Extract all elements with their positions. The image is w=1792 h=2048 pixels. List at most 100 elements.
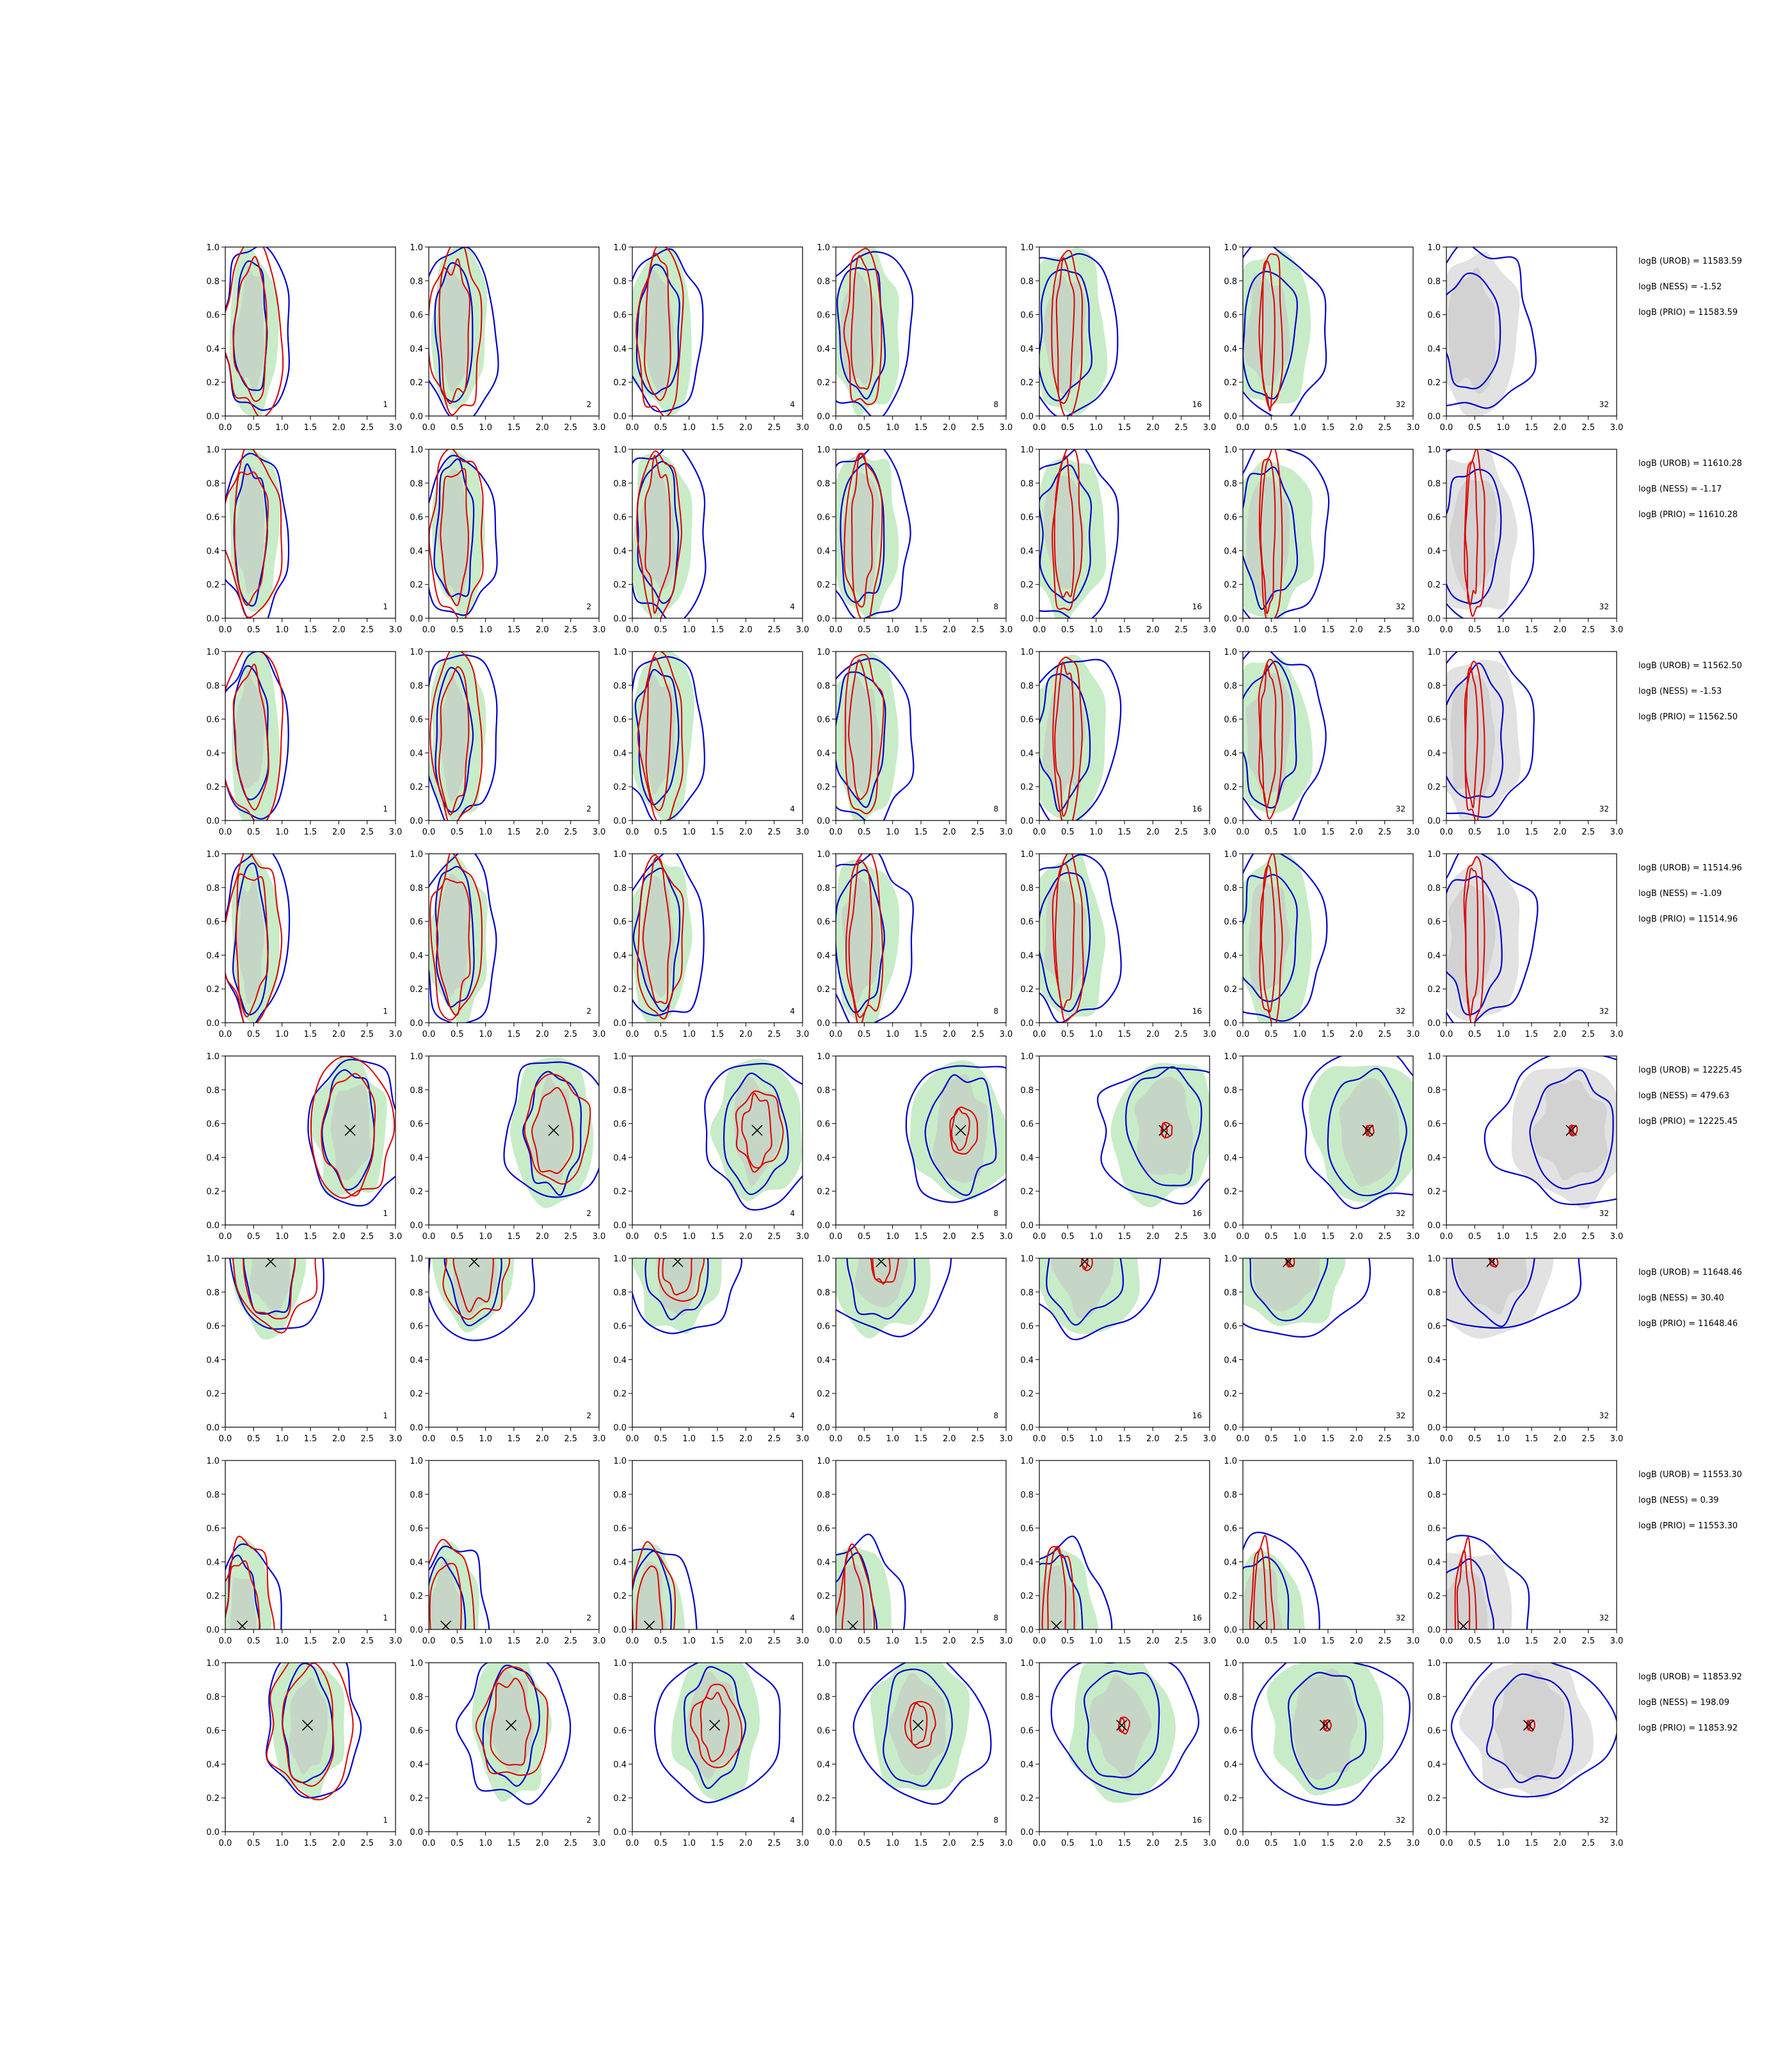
x-tick-label: 0.0 — [1440, 1636, 1453, 1646]
y-tick-label: 0.2 — [1427, 1794, 1441, 1804]
subplot-r3-c5: 0.0 0.5 1.0 1.5 2.0 2.5 3.0 0.0 0.2 0.4 0.6 0.8 1.0 1… — [1020, 648, 1216, 837]
blue-contour-outer — [1446, 1535, 1530, 1629]
truth-marker — [751, 1124, 763, 1136]
x-tick-label: 2.0 — [1350, 1636, 1363, 1646]
red-contour-inner — [1055, 257, 1075, 404]
corner-label: 4 — [790, 1209, 795, 1218]
subplot-r7-c1: 0.0 0.5 1.0 1.5 2.0 2.5 3.0 0.0 0.2 0.4 0.6 0.8 1.0 1 — [206, 1457, 402, 1646]
x-tick-label: 1.5 — [1118, 625, 1132, 635]
x-tick-label: 2.5 — [564, 1030, 577, 1039]
x-tick-label: 0.0 — [219, 423, 232, 433]
x-tick-label: 1.5 — [1525, 828, 1539, 837]
subplot-r4-c6: 0.0 0.5 1.0 1.5 2.0 2.5 3.0 0.0 0.2 0.4 0.6 0.8 1.0 3… — [1224, 850, 1420, 1039]
x-tick-label: 3.0 — [1610, 1232, 1624, 1242]
x-tick-label: 1.5 — [1118, 1232, 1132, 1242]
x-tick-label: 3.0 — [1203, 828, 1217, 837]
corner-label: 2 — [586, 804, 591, 813]
y-tick-label: 1.0 — [613, 850, 627, 860]
y-tick-label: 0.8 — [1427, 1086, 1441, 1096]
y-tick-label: 0.4 — [1020, 547, 1034, 556]
x-tick-label: 2.0 — [943, 1030, 956, 1039]
x-tick-label: 2.5 — [971, 1434, 984, 1444]
x-tick-label: 2.0 — [1553, 1839, 1567, 1848]
x-tick-label: 0.5 — [1061, 828, 1075, 837]
y-tick-label: 0.2 — [1020, 1187, 1034, 1197]
x-tick-label: 0.5 — [451, 625, 464, 635]
red-contour-outer — [836, 1543, 876, 1629]
y-tick-label: 0.4 — [613, 344, 627, 354]
y-tick-label: 0.4 — [613, 1356, 627, 1365]
red-contour-outer — [1258, 449, 1283, 618]
x-tick-label: 0.5 — [247, 1030, 260, 1039]
x-tick-label: 2.0 — [739, 423, 753, 433]
logb-annotation: logB (NESS) = 0.39 — [1638, 1496, 1719, 1505]
corner-label: 1 — [383, 1209, 388, 1218]
blue-contour-inner — [1451, 1258, 1535, 1327]
y-tick-label: 1.0 — [206, 1254, 220, 1264]
y-tick-label: 0.8 — [613, 682, 627, 691]
y-tick-label: 0.0 — [1224, 412, 1237, 422]
y-tick-label: 0.6 — [817, 716, 830, 725]
y-tick-label: 0.6 — [206, 311, 220, 321]
x-tick-label: 3.0 — [1610, 1030, 1624, 1039]
y-tick-label: 0.4 — [410, 1356, 423, 1365]
y-tick-label: 1.0 — [817, 1659, 830, 1668]
x-tick-label: 3.0 — [389, 625, 403, 635]
x-tick-label: 1.0 — [1089, 1839, 1103, 1848]
y-tick-label: 0.8 — [1020, 884, 1034, 893]
logb-annotation: logB (UROB) = 11553.30 — [1638, 1470, 1742, 1480]
red-contour-outer — [232, 1258, 318, 1334]
subplot-r4-c7: 0.0 0.5 1.0 1.5 2.0 2.5 3.0 0.0 0.2 0.4 0.6 0.8 1.0 3… — [1427, 850, 1624, 1039]
x-tick-label: 0.5 — [1061, 625, 1075, 635]
y-tick-label: 0.2 — [817, 1187, 830, 1197]
x-tick-label: 2.0 — [332, 625, 346, 635]
x-tick-label: 1.5 — [304, 1636, 317, 1646]
density-fill-inner — [235, 467, 265, 595]
red-contour-outer — [1160, 1121, 1173, 1139]
y-tick-label: 0.2 — [410, 1794, 423, 1804]
y-tick-label: 0.2 — [613, 1187, 627, 1197]
y-tick-label: 0.4 — [410, 344, 423, 354]
y-tick-label: 0.0 — [1224, 1221, 1237, 1231]
logb-annotation: logB (UROB) = 11853.92 — [1638, 1672, 1742, 1682]
x-tick-label: 0.5 — [858, 1030, 871, 1039]
y-tick-label: 0.8 — [613, 1693, 627, 1702]
x-tick-label: 3.0 — [1407, 828, 1420, 837]
y-tick-label: 1.0 — [410, 850, 423, 860]
y-tick-label: 0.4 — [1427, 344, 1441, 354]
red-contour-outer — [1249, 1535, 1276, 1629]
y-tick-label: 0.6 — [1020, 513, 1034, 523]
density-fill-inner — [1245, 673, 1292, 796]
density-fill-inner — [236, 670, 266, 788]
corner-label: 4 — [790, 1613, 795, 1622]
x-tick-label: 0.5 — [1265, 625, 1278, 635]
blue-contour-outer — [1039, 449, 1119, 618]
blue-contour-inner — [723, 1072, 789, 1196]
y-tick-label: 0.2 — [613, 1389, 627, 1399]
x-tick-label: 0.0 — [1236, 828, 1250, 837]
logb-annotation: logB (NESS) = -1.52 — [1638, 282, 1722, 292]
y-tick-label: 0.2 — [206, 985, 220, 995]
x-tick-label: 1.0 — [1089, 423, 1103, 433]
y-tick-label: 0.0 — [817, 1828, 830, 1837]
x-tick-label: 0.0 — [1440, 828, 1453, 837]
x-tick-label: 3.0 — [796, 1636, 810, 1646]
subplot-r3-c4: 0.0 0.5 1.0 1.5 2.0 2.5 3.0 0.0 0.2 0.4 0.6 0.8 1.0 8 — [817, 648, 1012, 837]
corner-label: 32 — [1396, 1209, 1405, 1218]
x-tick-label: 0.0 — [219, 1030, 232, 1039]
blue-contour-outer — [1302, 1056, 1413, 1210]
y-tick-label: 0.4 — [1224, 951, 1237, 961]
red-contour-inner — [842, 1548, 865, 1629]
red-contour-inner — [1054, 661, 1075, 817]
y-tick-label: 0.8 — [1224, 682, 1237, 691]
density-fill-inner — [485, 1669, 534, 1775]
x-tick-label: 0.5 — [1061, 1030, 1075, 1039]
red-contour-inner — [531, 1087, 574, 1174]
blue-contour-inner — [1243, 1556, 1290, 1629]
y-tick-label: 0.6 — [817, 513, 830, 523]
y-tick-label: 0.2 — [613, 985, 627, 995]
y-tick-label: 0.2 — [1020, 1389, 1034, 1399]
density-fill-inner — [1044, 880, 1087, 999]
blue-contour-inner — [836, 869, 886, 1014]
y-tick-label: 0.2 — [410, 1592, 423, 1601]
